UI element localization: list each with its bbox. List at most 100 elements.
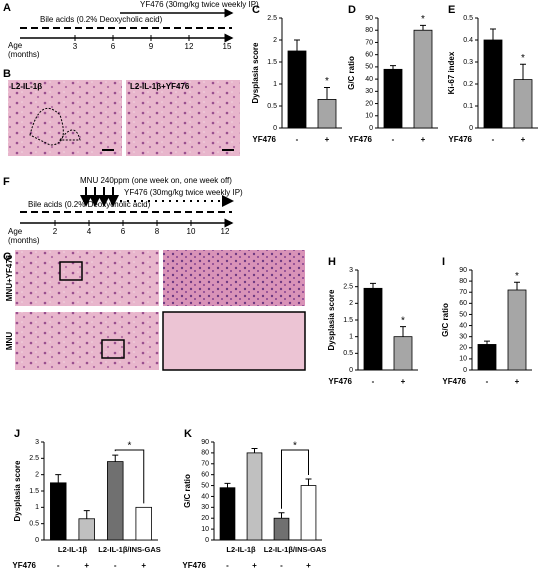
y-tick-label: 10 xyxy=(201,526,209,533)
bar xyxy=(287,50,307,129)
age-tick: 3 xyxy=(73,42,78,51)
error-bar xyxy=(224,482,231,488)
error-bar xyxy=(324,87,330,100)
bile-label: Bile acids (0.2% Deoxycholic acid) xyxy=(28,200,151,209)
age-tick: 9 xyxy=(149,42,154,51)
significance-bracket xyxy=(114,449,145,504)
y-tick-label: 60 xyxy=(459,300,467,307)
error-bar xyxy=(305,478,312,486)
zoom-box xyxy=(101,339,125,359)
bar xyxy=(483,39,503,129)
significance: * xyxy=(325,76,329,87)
y-tick-label: 50 xyxy=(201,482,209,489)
bar xyxy=(393,336,413,371)
y-tick-label: 40 xyxy=(365,76,373,83)
bar xyxy=(477,344,497,371)
x-tick-label: + xyxy=(421,135,426,144)
y-tick-label: 80 xyxy=(365,27,373,34)
error-bar xyxy=(390,65,396,70)
y-tick-label: 0.2 xyxy=(463,81,473,88)
y-tick-label: 2 xyxy=(35,472,39,479)
y-tick-label: 1 xyxy=(349,334,353,341)
significance: * xyxy=(421,14,425,25)
y-tick-label: 0.5 xyxy=(267,103,277,110)
error-bar xyxy=(514,281,520,290)
age-label: Age xyxy=(8,41,23,50)
error-bar xyxy=(484,340,490,345)
panel-letter: E xyxy=(448,4,455,16)
image-caption: L2-IL-1β+YF476 xyxy=(130,82,190,91)
lesion-outline xyxy=(29,107,81,146)
y-axis-title: G/C ratio xyxy=(347,56,356,90)
y-tick-label: 3 xyxy=(35,439,39,446)
error-bar xyxy=(420,24,426,31)
error-bar xyxy=(278,512,285,519)
x-tick-label: - xyxy=(372,377,375,386)
y-tick-label: 2.5 xyxy=(267,15,277,22)
y-tick-label: 70 xyxy=(201,461,209,468)
bile-label: Bile acids (0.2% Deoxycholic acid) xyxy=(40,15,163,24)
y-tick-label: 70 xyxy=(459,289,467,296)
y-tick-label: 40 xyxy=(459,322,467,329)
group-label: L2-IL-1β xyxy=(226,545,256,554)
panel-letter: A xyxy=(3,2,11,14)
y-tick-label: 0 xyxy=(463,367,467,374)
histology-image xyxy=(8,80,122,156)
x-axis-title: YF476 xyxy=(12,561,36,570)
bar xyxy=(246,452,263,541)
y-tick-label: 0.5 xyxy=(463,15,473,22)
y-tick-label: 1 xyxy=(35,504,39,511)
x-tick-label: - xyxy=(280,561,283,570)
age-tick: 6 xyxy=(121,227,126,236)
x-tick-label: + xyxy=(252,561,257,570)
y-axis-title: Dysplasia score xyxy=(251,42,260,103)
age-ticks: 3 6 9 12 15 xyxy=(73,35,232,51)
group-label: L2-IL-1β/INS-GAS xyxy=(98,545,161,554)
y-axis-title: Ki-67 index xyxy=(447,51,456,94)
bar xyxy=(300,485,317,541)
x-tick-label: + xyxy=(521,135,526,144)
y-tick-label: 20 xyxy=(201,515,209,522)
panel-letter: I xyxy=(442,256,445,268)
age-label: Age xyxy=(8,227,23,236)
x-axis-title: YF476 xyxy=(252,135,276,144)
bar xyxy=(413,29,433,129)
age-unit: (months) xyxy=(8,50,40,59)
charts: C Dysplasia score 0 0.5 1 1.5 2 2.5 - + YF476 * D G/C… xyxy=(12,4,538,570)
panel-letter: K xyxy=(184,428,192,440)
y-tick-label: 20 xyxy=(365,100,373,107)
age-tick: 12 xyxy=(185,42,194,51)
y-tick-label: 0.5 xyxy=(29,521,39,528)
zoom-box xyxy=(59,261,83,281)
y-tick-label: 90 xyxy=(365,15,373,22)
x-axis-title: YF476 xyxy=(328,377,352,386)
y-tick-label: 10 xyxy=(459,356,467,363)
y-tick-label: 0.4 xyxy=(463,37,473,44)
significance-bracket xyxy=(281,449,309,509)
bar xyxy=(107,461,124,541)
x-tick-label: - xyxy=(114,561,117,570)
bar xyxy=(78,518,95,541)
age-ticks: 2 4 6 8 10 12 xyxy=(53,220,230,236)
y-tick-label: 2.5 xyxy=(343,284,353,291)
x-tick-label: - xyxy=(296,135,299,144)
y-tick-label: 60 xyxy=(365,52,373,59)
row-label: MNU+YF476 xyxy=(5,254,14,301)
age-tick: 6 xyxy=(111,42,116,51)
row-label: MNU xyxy=(5,332,14,350)
y-tick-label: 80 xyxy=(201,450,209,457)
x-tick-label: + xyxy=(141,561,146,570)
panel-letter: D xyxy=(348,4,356,16)
bar xyxy=(135,506,152,541)
error-bar xyxy=(251,448,258,453)
age-tick: 10 xyxy=(187,227,196,236)
y-tick-label: 80 xyxy=(459,278,467,285)
y-tick-label: 0 xyxy=(469,125,473,132)
bar xyxy=(273,517,290,541)
significance: * xyxy=(515,271,519,282)
panel-letter: G xyxy=(3,251,12,263)
error-bar xyxy=(294,39,300,51)
y-tick-label: 1.5 xyxy=(267,59,277,66)
x-tick-label: - xyxy=(486,377,489,386)
